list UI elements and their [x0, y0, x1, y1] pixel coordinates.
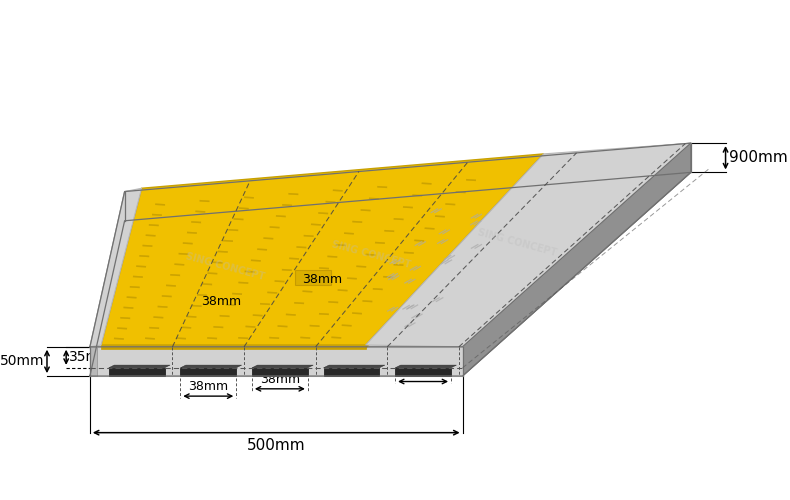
Polygon shape	[462, 143, 690, 376]
Polygon shape	[101, 345, 366, 348]
Text: SING CONCEPT: SING CONCEPT	[184, 251, 265, 282]
Text: 38mm: 38mm	[302, 272, 342, 285]
Text: 500mm: 500mm	[247, 438, 306, 453]
Polygon shape	[90, 143, 690, 347]
Text: 900mm: 900mm	[729, 150, 788, 166]
Polygon shape	[252, 368, 308, 376]
Polygon shape	[90, 172, 690, 376]
Polygon shape	[366, 154, 544, 348]
Polygon shape	[295, 270, 331, 284]
Polygon shape	[125, 143, 690, 221]
Text: 35mm: 35mm	[69, 350, 114, 364]
Polygon shape	[90, 347, 97, 376]
Polygon shape	[90, 188, 141, 347]
Text: 38mm: 38mm	[260, 373, 300, 386]
Polygon shape	[252, 365, 314, 368]
Polygon shape	[180, 365, 242, 368]
Polygon shape	[395, 368, 451, 376]
Polygon shape	[324, 368, 379, 376]
Text: 38mm: 38mm	[403, 366, 443, 379]
Text: SING CONCEPT: SING CONCEPT	[330, 239, 412, 270]
Polygon shape	[366, 143, 690, 347]
Polygon shape	[109, 368, 164, 376]
Text: 38mm: 38mm	[188, 380, 228, 394]
Text: 38mm: 38mm	[201, 295, 241, 308]
Polygon shape	[324, 365, 385, 368]
Text: SING CONCEPT: SING CONCEPT	[476, 228, 558, 258]
Polygon shape	[395, 365, 457, 368]
Polygon shape	[101, 154, 544, 345]
Polygon shape	[90, 347, 462, 376]
Polygon shape	[109, 365, 170, 368]
Text: 50mm: 50mm	[0, 354, 44, 368]
Polygon shape	[180, 368, 236, 376]
